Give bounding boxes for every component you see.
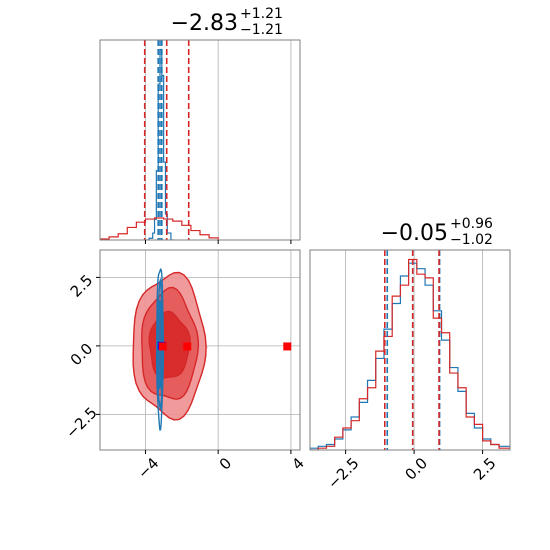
panel-titles: −2.83 +1.21−1.21 −0.05 +0.96−1.02	[171, 6, 493, 248]
joint-y-tick-label: 2.5	[67, 271, 97, 301]
right-x-tick-label: 2.5	[470, 454, 500, 484]
x1-title: −0.05 +0.96−1.02	[381, 216, 493, 248]
red-x1-histogram	[310, 258, 510, 450]
x0-title-minus: −1.21	[240, 22, 283, 38]
blue-x1-histogram	[310, 262, 510, 450]
joint-x-tick-label: 4	[288, 454, 307, 473]
x1-title-plus: +0.96	[450, 216, 493, 232]
joint-density-panel: −4 0 4 −2.5 0.0 2.5	[62, 249, 308, 482]
x0-title: −2.83 +1.21−1.21	[171, 6, 283, 38]
blue-sample-point	[154, 412, 157, 415]
x0-title-value: −2.83	[171, 11, 238, 36]
right-panel-frame	[309, 249, 511, 451]
x1-marginal-panel: −2.5 0.0 2.5	[309, 249, 511, 493]
blue-density-contour	[155, 267, 164, 431]
right-x-tick-label: −2.5	[324, 454, 362, 492]
top-panel-frame	[99, 39, 301, 241]
x1-title-value: −0.05	[381, 221, 448, 246]
x0-title-plus: +1.21	[240, 6, 283, 22]
red-x0-histogram	[100, 217, 219, 240]
joint-x-tick-label: −4	[134, 454, 162, 482]
red-marker	[283, 342, 292, 351]
joint-y-tick-label: 0.0	[67, 340, 97, 370]
joint-x-tick-label: 0	[216, 454, 235, 473]
joint-y-tick-label: −2.5	[62, 404, 100, 442]
x1-title-minus: −1.02	[450, 232, 493, 248]
mid-panel-frame	[99, 249, 301, 451]
blue-x0-histogram	[145, 48, 175, 240]
red-marker	[183, 342, 192, 351]
x0-marginal-panel	[99, 39, 301, 244]
right-x-tick-label: 0.0	[401, 454, 431, 484]
red-marker	[158, 342, 167, 351]
